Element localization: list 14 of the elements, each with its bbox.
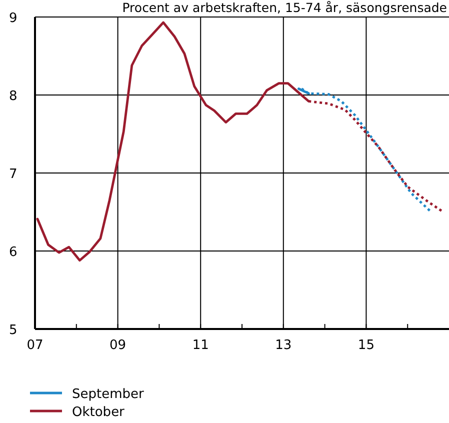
y-tick-label: 5	[9, 323, 18, 338]
x-tick-label: 09	[110, 338, 126, 353]
legend-label: Oktober	[72, 405, 126, 420]
legend-label: September	[72, 387, 145, 402]
y-tick-label: 8	[9, 89, 18, 104]
y-tick-label: 6	[9, 245, 18, 260]
x-tick-label: 15	[358, 338, 374, 353]
chart-title: Procent av arbetskraften, 15-74 år, säsongsrensade	[122, 0, 448, 15]
y-tick-label: 9	[9, 11, 18, 26]
x-tick-label: 07	[26, 338, 44, 353]
y-tick-label: 7	[9, 167, 18, 182]
x-tick-label: 13	[275, 338, 292, 353]
line-series	[300, 88, 432, 214]
x-tick-label: 11	[192, 338, 209, 353]
